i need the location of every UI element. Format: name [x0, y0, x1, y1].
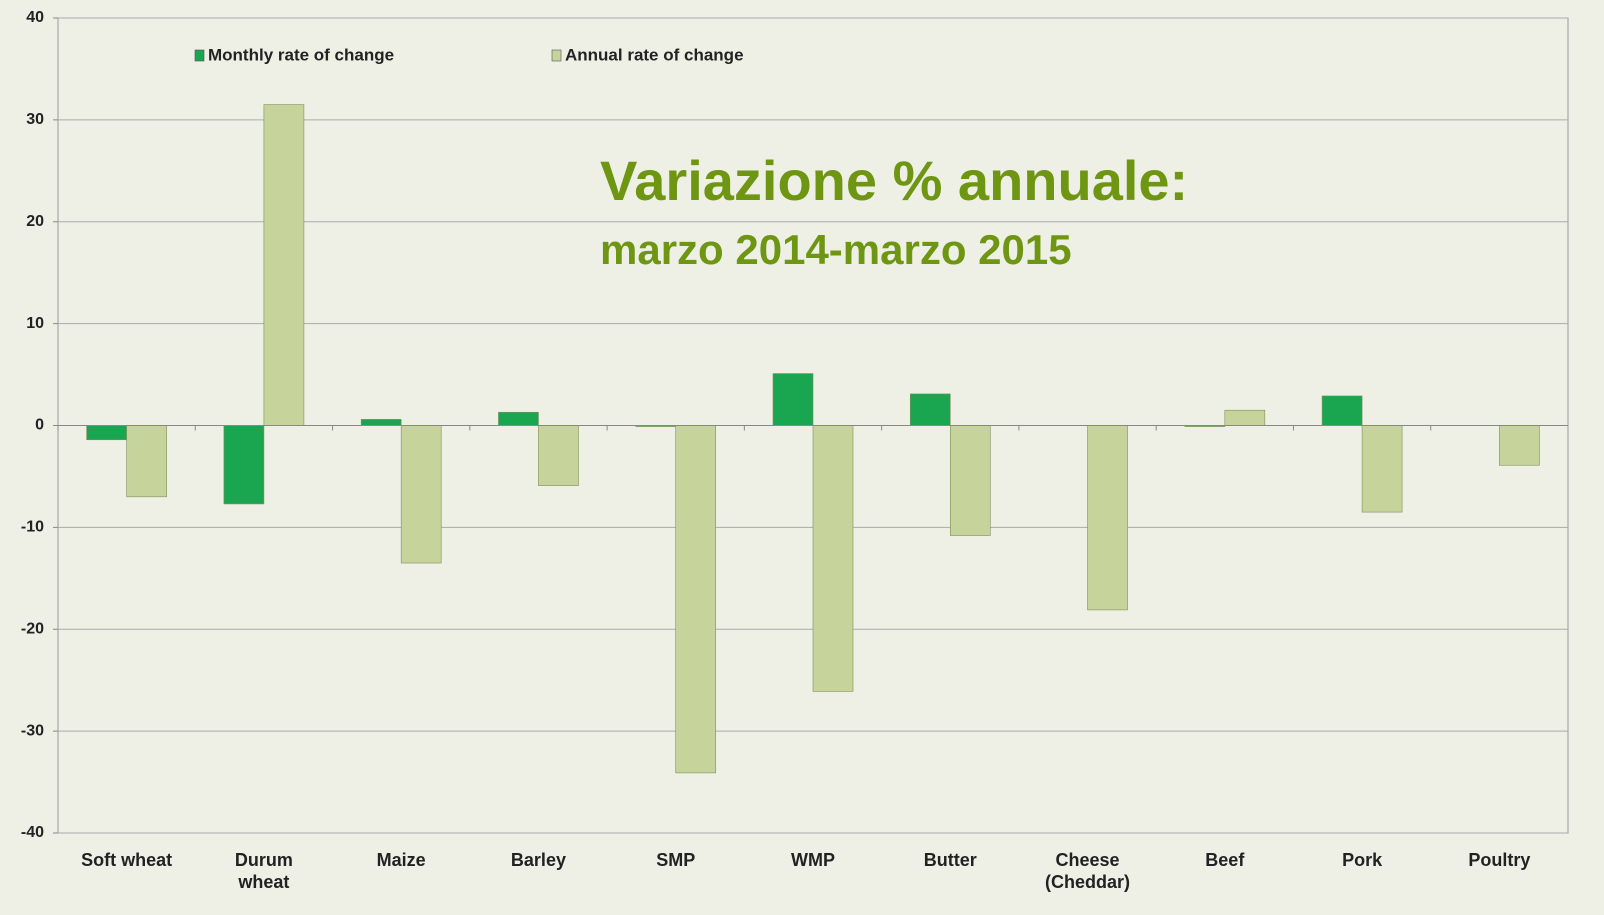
bar	[498, 411, 539, 426]
bar	[400, 425, 442, 564]
y-tick-label: -20	[21, 620, 44, 637]
y-tick-label: 10	[26, 315, 44, 332]
legend-swatch	[194, 49, 205, 62]
x-tick-label: Pork	[1342, 850, 1383, 870]
y-tick-label: -10	[21, 519, 44, 536]
bar	[1087, 425, 1128, 611]
bar	[86, 425, 127, 441]
bar	[223, 425, 265, 505]
bar	[1321, 395, 1363, 426]
x-tick-label: SMP	[656, 850, 696, 870]
x-tick-label: Maize	[376, 850, 426, 870]
bar	[949, 425, 991, 536]
bar	[1224, 409, 1266, 426]
legend-swatch	[551, 49, 562, 62]
x-tick-label: Beef	[1205, 850, 1245, 870]
x-tick-label: Poultry	[1468, 850, 1531, 870]
bar	[909, 393, 951, 426]
x-tick-label: Barley	[510, 850, 566, 870]
bar	[675, 425, 717, 774]
bar	[263, 104, 305, 426]
y-tick-label: -40	[21, 824, 44, 841]
legend-label: Annual rate of change	[565, 45, 744, 64]
bar	[1499, 425, 1540, 466]
y-tick-label: 20	[26, 213, 44, 230]
chart-title: Variazione % annuale:	[600, 149, 1188, 212]
x-tick-label: Durum wheat	[234, 850, 293, 892]
y-tick-label: 0	[35, 417, 44, 434]
bar	[360, 419, 402, 426]
y-tick-label: 30	[26, 111, 44, 128]
legend-label: Monthly rate of change	[208, 45, 394, 64]
x-tick-label: Soft wheat	[81, 850, 173, 870]
bar	[812, 425, 854, 692]
bar	[772, 373, 814, 426]
x-tick-label: WMP	[791, 850, 835, 870]
x-tick-label: Cheese (Cheddar)	[1045, 850, 1131, 892]
chart-subtitle: marzo 2014-marzo 2015	[600, 226, 1072, 273]
bar	[538, 425, 579, 486]
bar	[1361, 425, 1403, 513]
y-tick-label: 40	[26, 9, 44, 26]
y-tick-label: -30	[21, 722, 44, 739]
bar	[126, 425, 167, 498]
x-tick-label: Butter	[923, 850, 977, 870]
